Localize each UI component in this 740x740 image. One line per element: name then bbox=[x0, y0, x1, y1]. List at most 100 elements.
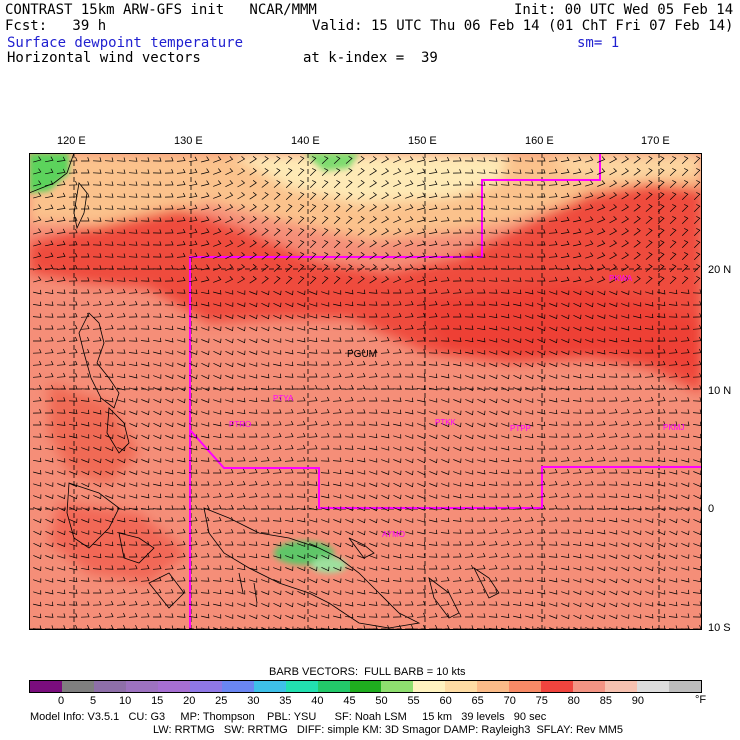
colorbar-tick-label: 70 bbox=[503, 695, 516, 707]
wind-barb bbox=[404, 612, 414, 618]
wind-barb bbox=[236, 504, 246, 510]
wind-barb bbox=[501, 398, 510, 404]
wind-barb bbox=[645, 252, 653, 260]
wind-barb bbox=[609, 614, 618, 620]
wind-barb bbox=[609, 302, 618, 308]
wind-barb bbox=[213, 314, 222, 319]
wind-barb bbox=[392, 336, 402, 342]
wind-barb bbox=[393, 289, 402, 294]
wind-barb bbox=[189, 493, 198, 498]
wind-barb bbox=[81, 530, 90, 535]
wind-barb bbox=[309, 578, 318, 584]
wind-barb bbox=[153, 398, 162, 404]
wind-barb bbox=[260, 468, 270, 474]
wind-barb bbox=[345, 337, 354, 342]
wind-barb bbox=[669, 445, 678, 451]
wind-barb bbox=[213, 398, 222, 403]
wind-barb bbox=[512, 241, 522, 246]
wind-barb bbox=[237, 216, 246, 224]
wind-barb bbox=[81, 494, 90, 500]
wind-barb bbox=[440, 252, 450, 258]
wind-barb bbox=[285, 276, 293, 284]
wind-barb bbox=[393, 168, 402, 175]
wind-barb bbox=[573, 373, 582, 379]
wind-barb bbox=[524, 528, 534, 534]
wind-barb bbox=[225, 228, 234, 236]
wind-barb bbox=[597, 397, 606, 402]
wind-barb bbox=[308, 420, 318, 426]
wind-barb bbox=[441, 386, 450, 391]
wind-barb bbox=[645, 276, 653, 284]
wind-barb bbox=[68, 180, 78, 186]
wind-barb bbox=[357, 156, 365, 164]
wind-barb bbox=[128, 229, 138, 234]
wind-barb bbox=[153, 386, 162, 392]
wind-barb bbox=[104, 612, 114, 618]
wind-barb bbox=[116, 157, 126, 162]
wind-barb bbox=[297, 578, 306, 584]
wind-barb bbox=[633, 361, 642, 366]
wind-barb bbox=[200, 528, 210, 534]
wind-barb bbox=[92, 385, 102, 390]
wind-barb bbox=[309, 290, 318, 296]
wind-barb bbox=[129, 553, 138, 558]
wind-barb bbox=[332, 420, 342, 426]
wind-barb bbox=[333, 578, 342, 584]
wind-barb bbox=[669, 192, 677, 201]
model-info-line2: LW: RRTMG SW: RRTMG DIFF: simple KM: 3D … bbox=[153, 724, 624, 736]
wind-barb bbox=[596, 373, 606, 378]
wind-barb bbox=[117, 470, 126, 476]
wind-barb bbox=[261, 156, 269, 164]
wind-barb bbox=[560, 192, 570, 198]
wind-barb bbox=[273, 264, 281, 272]
wind-barb bbox=[225, 457, 234, 462]
wind-barb bbox=[393, 180, 402, 187]
wind-barb bbox=[93, 482, 102, 488]
wind-barb bbox=[117, 337, 126, 342]
wind-barb bbox=[657, 301, 666, 307]
wind-barb bbox=[416, 288, 426, 294]
wind-barb bbox=[33, 252, 42, 259]
wind-barb bbox=[69, 301, 78, 306]
wind-barb bbox=[213, 326, 222, 332]
wind-barb bbox=[297, 337, 306, 343]
wind-barb bbox=[213, 240, 222, 247]
wind-barb bbox=[33, 578, 42, 583]
wind-barb bbox=[369, 156, 378, 164]
wind-barb bbox=[237, 529, 246, 534]
wind-barb bbox=[284, 420, 294, 426]
wind-barb bbox=[177, 325, 186, 331]
wind-barb bbox=[32, 348, 42, 354]
wind-barb bbox=[140, 576, 150, 582]
wind-barb bbox=[260, 409, 270, 414]
wind-barb bbox=[404, 312, 414, 318]
wind-barb bbox=[573, 385, 582, 391]
wind-barb bbox=[513, 422, 522, 427]
wind-barb bbox=[249, 228, 257, 236]
wind-barb bbox=[537, 614, 546, 619]
wind-barb bbox=[537, 277, 546, 282]
wind-barb bbox=[296, 456, 306, 462]
wind-barb bbox=[333, 252, 341, 260]
wind-barb bbox=[116, 553, 126, 558]
wind-barb bbox=[488, 540, 498, 546]
wind-barb bbox=[201, 565, 210, 570]
wind-barb bbox=[561, 385, 570, 391]
wind-barb bbox=[393, 542, 402, 547]
wind-barb bbox=[93, 506, 102, 512]
wind-barb bbox=[333, 216, 341, 224]
wind-barb bbox=[669, 276, 677, 285]
wind-barb bbox=[189, 240, 198, 247]
wind-barb bbox=[693, 421, 702, 427]
wind-barb bbox=[368, 289, 378, 294]
wind-barb bbox=[189, 434, 198, 439]
wind-barb bbox=[429, 434, 438, 440]
wind-barb bbox=[537, 217, 546, 222]
wind-barb bbox=[572, 480, 582, 486]
wind-barb bbox=[417, 168, 426, 175]
wind-barb bbox=[381, 433, 390, 439]
station-label-ptkk: PTKK bbox=[435, 418, 457, 427]
wind-barb bbox=[176, 156, 186, 162]
wind-barb bbox=[116, 588, 126, 594]
wind-barb bbox=[596, 432, 606, 438]
